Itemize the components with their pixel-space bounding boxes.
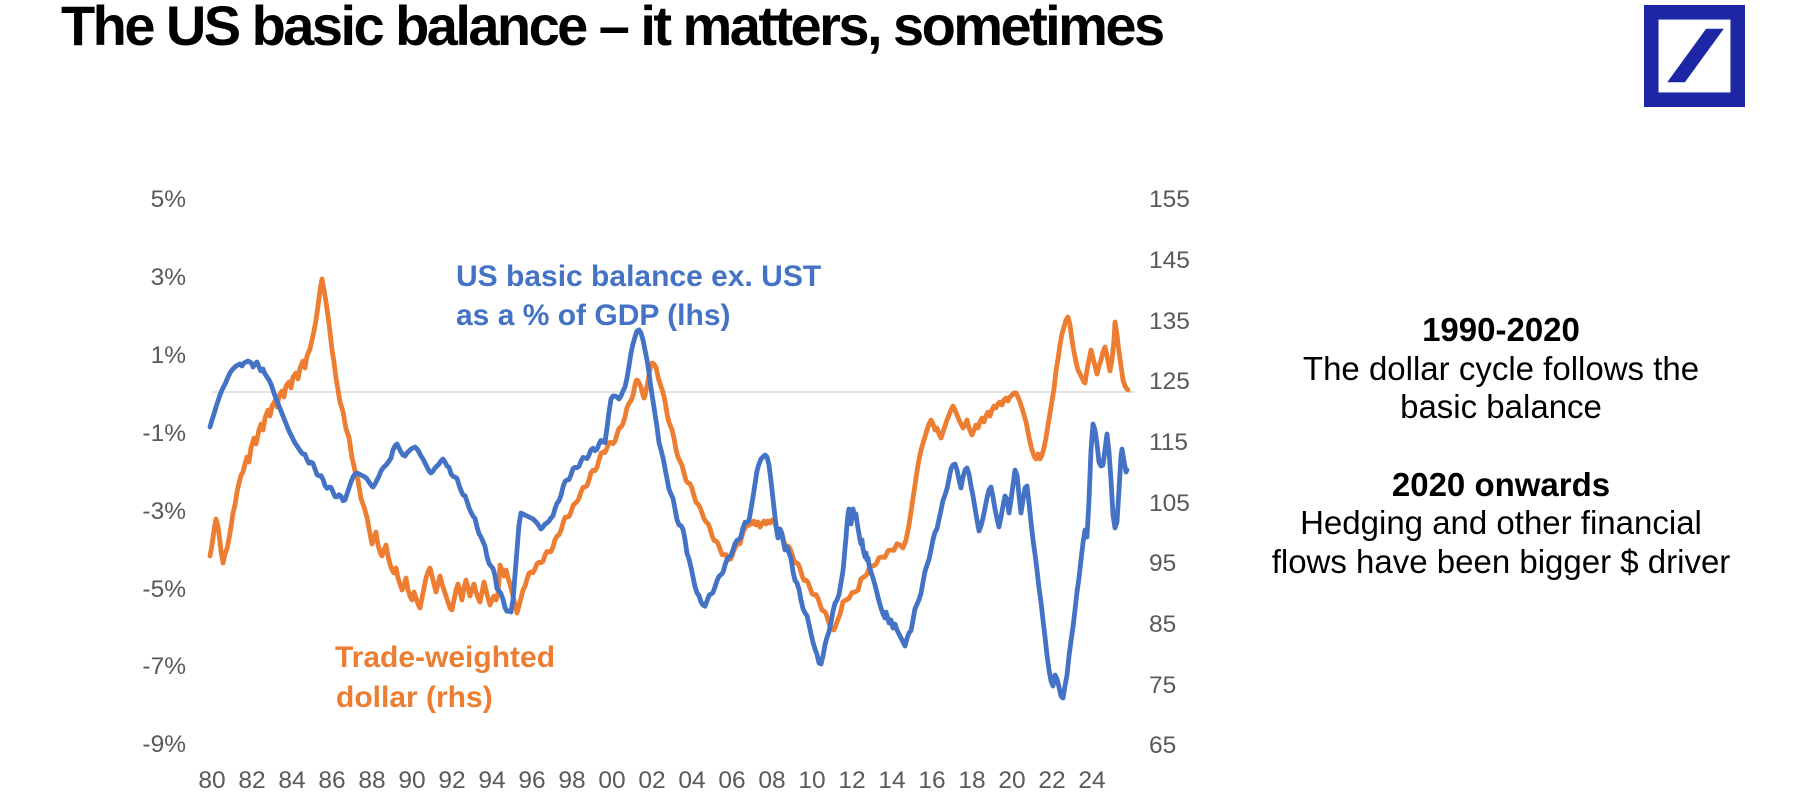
svg-text:65: 65 [1149, 732, 1176, 759]
svg-text:22: 22 [1038, 767, 1065, 794]
svg-text:04: 04 [678, 767, 705, 794]
svg-text:16: 16 [918, 767, 945, 794]
svg-text:dollar (rhs): dollar (rhs) [336, 681, 493, 714]
svg-text:145: 145 [1149, 247, 1190, 274]
svg-text:84: 84 [278, 767, 305, 794]
svg-text:10: 10 [798, 767, 825, 794]
svg-text:90: 90 [398, 767, 425, 794]
svg-text:00: 00 [598, 767, 625, 794]
svg-text:80: 80 [198, 767, 225, 794]
svg-text:08: 08 [758, 767, 785, 794]
svg-text:12: 12 [838, 767, 865, 794]
svg-text:1%: 1% [151, 342, 186, 369]
svg-text:105: 105 [1149, 490, 1190, 517]
svg-text:96: 96 [518, 767, 545, 794]
svg-text:02: 02 [638, 767, 665, 794]
svg-text:75: 75 [1149, 672, 1176, 699]
svg-text:115: 115 [1149, 429, 1188, 456]
svg-text:06: 06 [718, 767, 745, 794]
svg-text:-5%: -5% [142, 576, 186, 603]
svg-text:82: 82 [238, 767, 265, 794]
svg-text:95: 95 [1149, 550, 1176, 577]
svg-text:-1%: -1% [142, 420, 186, 447]
svg-text:155: 155 [1149, 186, 1190, 213]
svg-text:88: 88 [358, 767, 385, 794]
svg-text:-9%: -9% [142, 731, 186, 758]
svg-text:3%: 3% [151, 264, 186, 291]
svg-text:18: 18 [958, 767, 985, 794]
svg-text:86: 86 [318, 767, 345, 794]
svg-text:US basic balance ex. UST: US basic balance ex. UST [456, 260, 821, 293]
svg-text:92: 92 [438, 767, 465, 794]
svg-text:98: 98 [558, 767, 585, 794]
svg-text:as a % of GDP (lhs): as a % of GDP (lhs) [456, 299, 731, 332]
svg-text:Trade-weighted: Trade-weighted [335, 641, 555, 674]
svg-text:-3%: -3% [142, 498, 186, 525]
svg-text:5%: 5% [151, 186, 186, 213]
svg-text:14: 14 [878, 767, 905, 794]
svg-text:135: 135 [1149, 308, 1190, 335]
svg-text:125: 125 [1149, 368, 1190, 395]
svg-text:20: 20 [998, 767, 1025, 794]
svg-text:94: 94 [478, 767, 505, 794]
svg-text:-7%: -7% [142, 653, 186, 680]
svg-text:24: 24 [1078, 767, 1105, 794]
svg-text:85: 85 [1149, 611, 1176, 638]
